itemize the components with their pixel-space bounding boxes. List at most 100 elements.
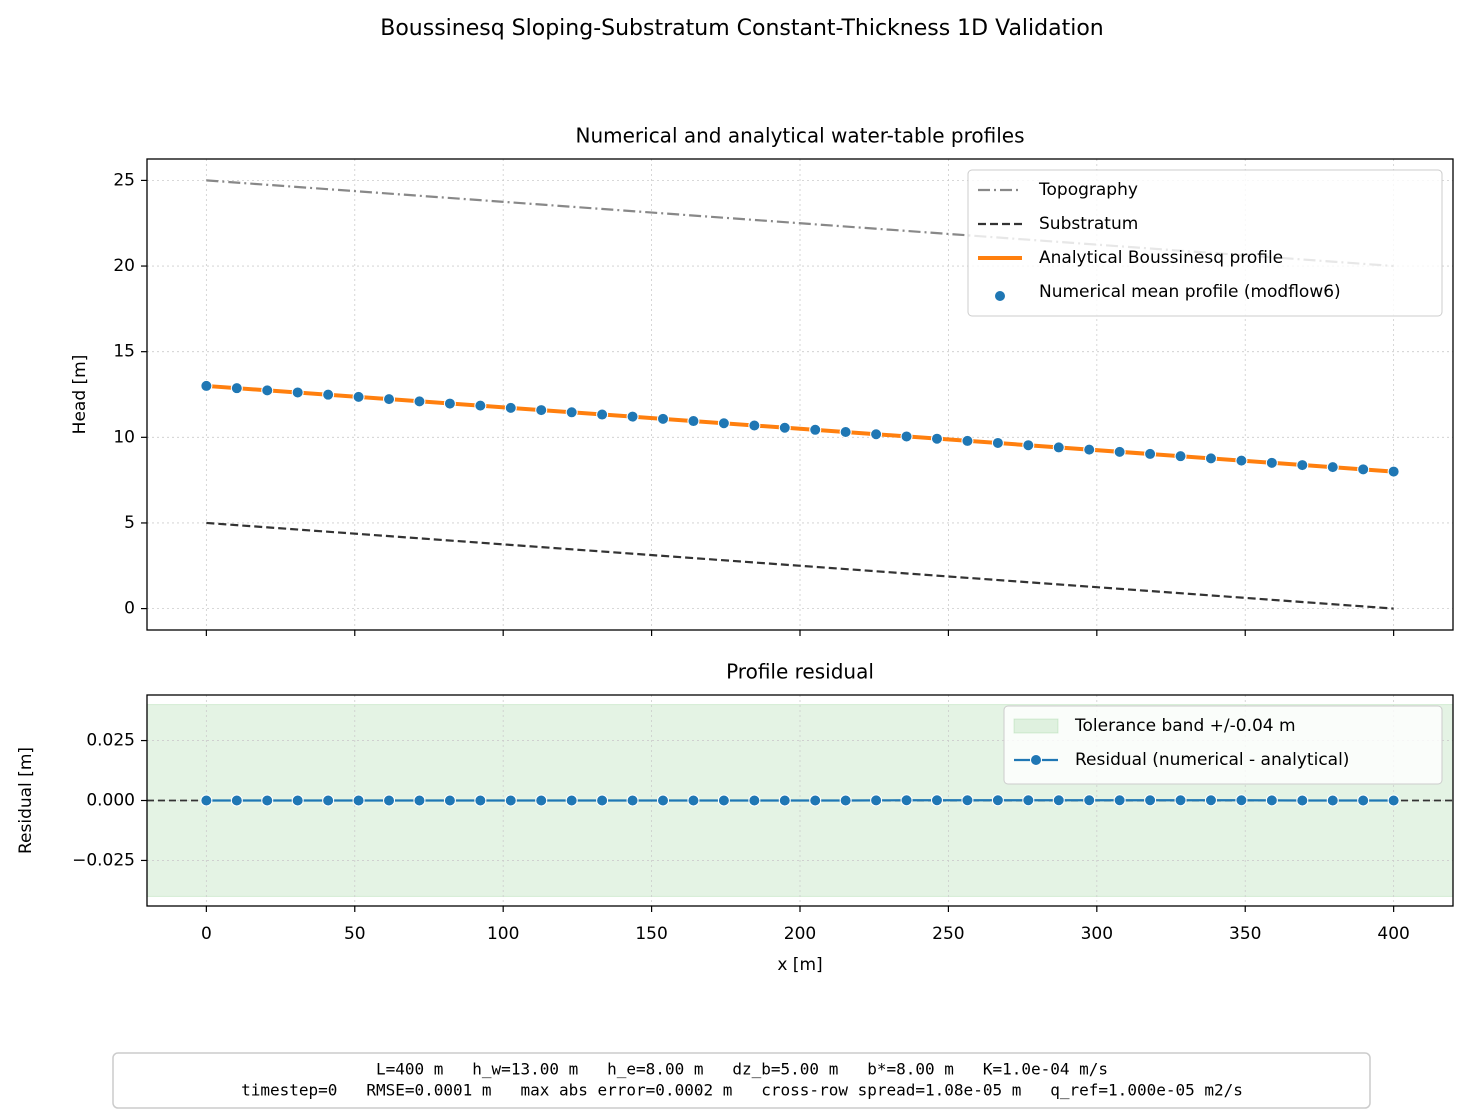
data-point — [748, 794, 761, 807]
data-point — [1357, 794, 1370, 807]
data-point — [504, 401, 517, 414]
x-tick-label: 250 — [932, 924, 964, 944]
data-point — [657, 794, 670, 807]
data-point — [1357, 463, 1370, 476]
data-point — [839, 794, 852, 807]
data-point — [322, 388, 335, 401]
data-point — [352, 794, 365, 807]
data-point — [565, 406, 578, 419]
y-axis-label: Residual [m] — [16, 747, 36, 854]
y-axis-label: Head [m] — [70, 355, 90, 435]
data-point — [991, 436, 1004, 449]
data-point — [778, 794, 791, 807]
data-point — [717, 417, 730, 430]
y-tick-label: −0.025 — [72, 850, 135, 870]
axes-title: Profile residual — [726, 660, 874, 684]
legend-key — [1030, 754, 1042, 766]
x-tick-label: 50 — [344, 924, 366, 944]
data-point — [870, 428, 883, 441]
y-tick-label: 10 — [113, 427, 135, 447]
data-point — [230, 382, 243, 395]
data-point — [291, 794, 304, 807]
data-point — [717, 794, 730, 807]
figure-title: Boussinesq Sloping-Substratum Constant-T… — [380, 16, 1104, 41]
data-point — [322, 794, 335, 807]
data-point — [565, 794, 578, 807]
data-point — [687, 794, 700, 807]
data-point — [839, 426, 852, 439]
data-point — [1083, 794, 1096, 807]
x-axis-label: x [m] — [777, 955, 822, 975]
data-point — [687, 415, 700, 428]
data-point — [1083, 443, 1096, 456]
data-point — [626, 410, 639, 423]
data-point — [596, 794, 609, 807]
data-point — [1174, 450, 1187, 463]
y-tick-label: 25 — [113, 170, 135, 190]
footer-box — [112, 1052, 1371, 1109]
data-point — [1235, 454, 1248, 467]
data-point — [930, 794, 943, 807]
data-point — [413, 395, 426, 408]
data-point — [1204, 794, 1217, 807]
legend-label: Numerical mean profile (modflow6) — [1039, 282, 1341, 302]
data-point — [413, 794, 426, 807]
legend-label: Tolerance band +/-0.04 m — [1074, 716, 1296, 736]
y-tick-label: 15 — [113, 342, 135, 362]
data-point — [535, 794, 548, 807]
x-tick-label: 100 — [487, 924, 519, 944]
data-point — [626, 794, 639, 807]
data-point — [1296, 794, 1309, 807]
legend-label: Residual (numerical - analytical) — [1075, 750, 1349, 770]
data-point — [657, 412, 670, 425]
data-point — [1204, 452, 1217, 465]
x-tick-label: 200 — [784, 924, 816, 944]
legend-box — [1003, 705, 1443, 785]
data-point — [1265, 794, 1278, 807]
data-point — [443, 794, 456, 807]
legend-key — [994, 290, 1006, 302]
data-point — [383, 794, 396, 807]
data-point — [1296, 459, 1309, 472]
data-point — [261, 794, 274, 807]
legend-box — [967, 169, 1443, 317]
footer-line: timestep=0 RMSE=0.0001 m max abs error=0… — [241, 1081, 1243, 1100]
data-point — [200, 794, 213, 807]
data-point — [809, 794, 822, 807]
y-tick-label: 5 — [124, 513, 135, 533]
legend-label: Topography — [1038, 180, 1138, 200]
data-point — [1052, 794, 1065, 807]
x-tick-label: 150 — [635, 924, 667, 944]
y-tick-label: 20 — [113, 256, 135, 276]
data-point — [474, 794, 487, 807]
x-tick-label: 0 — [201, 924, 212, 944]
axes-title: Numerical and analytical water-table pro… — [575, 124, 1024, 148]
data-point — [1326, 794, 1339, 807]
data-point — [474, 399, 487, 412]
legend-key — [1013, 718, 1059, 734]
data-point — [930, 432, 943, 445]
data-point — [900, 794, 913, 807]
data-point — [535, 404, 548, 417]
data-point — [870, 794, 883, 807]
data-point — [1022, 439, 1035, 452]
data-point — [596, 408, 609, 421]
data-point — [1387, 465, 1400, 478]
data-point — [1326, 461, 1339, 474]
series-line — [206, 521, 1394, 610]
data-point — [1144, 794, 1157, 807]
y-tick-label: 0.025 — [86, 731, 135, 751]
data-point — [778, 421, 791, 434]
data-point — [261, 384, 274, 397]
data-point — [230, 794, 243, 807]
axes-frame — [146, 694, 1454, 907]
data-point — [748, 419, 761, 432]
data-point — [809, 423, 822, 436]
data-point — [900, 430, 913, 443]
data-point — [1174, 794, 1187, 807]
x-tick-label: 400 — [1377, 924, 1409, 944]
data-point — [291, 386, 304, 399]
axes-frame — [146, 158, 1454, 631]
y-tick-label: 0.000 — [86, 791, 135, 811]
